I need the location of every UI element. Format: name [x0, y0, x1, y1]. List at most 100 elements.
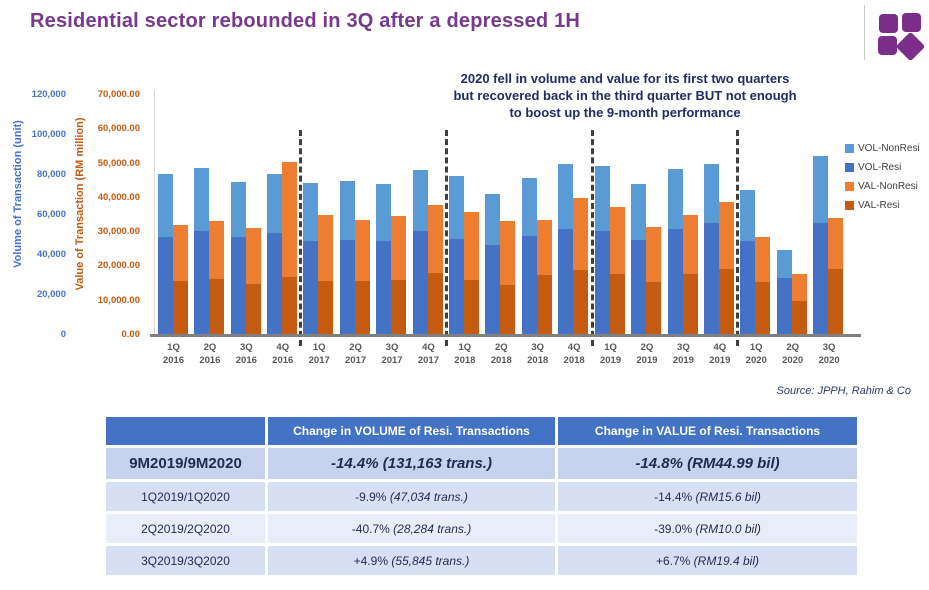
bar-segment-vol-nonresi: [485, 194, 501, 246]
bar-segment-val-resi: [755, 281, 771, 335]
value-change-cell: -39.0% (RM10.0 bil): [558, 514, 857, 543]
x-axis-label: 3Q 2019: [672, 342, 694, 366]
plot-left-border: [154, 90, 155, 335]
change-percent: -14.8%: [635, 455, 683, 472]
legend-item: VOL-Resi: [845, 158, 920, 177]
logo-divider: [864, 5, 865, 60]
source-note: Source: JPPH, Rahim & Co: [776, 385, 912, 397]
bar-segment-vol-resi: [339, 240, 355, 335]
bar-segment-val-nonresi: [354, 219, 370, 281]
change-detail: (RM44.99 bil): [682, 455, 780, 472]
bar-segment-val-nonresi: [318, 215, 334, 281]
bar-segment-val-resi: [354, 280, 370, 335]
bar-segment-vol-resi: [631, 240, 647, 335]
bar-segment-vol-resi: [667, 228, 683, 335]
bar-segment-vol-resi: [157, 237, 173, 335]
bar-segment-val-nonresi: [281, 161, 297, 278]
bar-segment-vol-nonresi: [266, 174, 282, 234]
chart-legend: VOL-NonResi VOL-Resi VAL-NonResi VAL-Resi: [845, 139, 920, 215]
bar-segment-vol-resi: [521, 236, 537, 335]
logo-square-icon: [902, 13, 921, 32]
x-axis-label: 3Q 2018: [527, 342, 549, 366]
row-label: 9M2019/9M2020: [106, 448, 265, 479]
bar-segment-vol-resi: [266, 233, 282, 335]
bar-segment-vol-nonresi: [376, 183, 392, 241]
bar-segment-vol-resi: [558, 229, 574, 335]
annotation-line: 2020 fell in volume and value for its fi…: [460, 71, 790, 86]
bar-segment-vol-nonresi: [594, 166, 610, 232]
bar-segment-vol-nonresi: [449, 176, 465, 239]
bar-segment-vol-resi: [376, 241, 392, 335]
chart-annotation: 2020 fell in volume and value for its fi…: [400, 70, 850, 121]
bar-segment-val-nonresi: [755, 236, 771, 282]
bar-segment-val-resi: [464, 280, 480, 335]
x-axis-label: 3Q 2020: [818, 342, 840, 366]
bar-segment-vol-resi: [230, 237, 246, 335]
value-tick-label: 30,000.00: [97, 226, 140, 238]
change-percent: -14.4%: [654, 489, 693, 504]
bar-segment-vol-nonresi: [412, 170, 428, 232]
x-axis-label: 2Q 2020: [782, 342, 804, 366]
annotation-line: to boost up the 9-month performance: [509, 105, 741, 120]
bar-segment-val-nonresi: [646, 227, 662, 282]
x-axis-label: 1Q 2020: [745, 342, 767, 366]
bar-segment-vol-resi: [303, 241, 319, 335]
bar-segment-vol-nonresi: [157, 174, 173, 238]
bar-segment-val-nonresi: [536, 220, 552, 276]
bar-segment-val-resi: [172, 281, 188, 335]
x-axis-label: 1Q 2018: [454, 342, 476, 366]
bar-segment-vol-resi: [594, 231, 610, 335]
volume-tick-label: 20,000: [36, 289, 66, 300]
bar-segment-val-resi: [791, 300, 807, 335]
volume-tick-label: 0: [60, 329, 66, 340]
bar-segment-vol-nonresi: [558, 164, 574, 230]
value-tick-label: 70,000.00: [97, 89, 140, 100]
bar-segment-val-resi: [318, 280, 334, 335]
page-title: Residential sector rebounded in 3Q after…: [30, 10, 581, 32]
x-axis-label: 2Q 2016: [199, 342, 221, 366]
bar-segment-val-resi: [281, 277, 297, 335]
legend-swatch-icon: [845, 144, 854, 153]
x-axis-label: 4Q 2016: [272, 342, 294, 366]
rahim-co-logo: [862, 5, 929, 63]
legend-swatch-icon: [845, 182, 854, 191]
bar-segment-val-resi: [682, 274, 698, 335]
table-row: 9M2019/9M2020 -14.4% (131,163 trans.) -14.…: [106, 448, 857, 479]
bar-segment-val-nonresi: [391, 216, 407, 281]
row-label: 2Q2019/2Q2020: [106, 514, 265, 543]
bar-segment-vol-resi: [412, 231, 428, 335]
table-row: 2Q2019/2Q2020 -40.7% (28,284 trans.) -39.0…: [106, 514, 857, 543]
bar-segment-val-resi: [427, 272, 443, 335]
x-axis-label: 1Q 2016: [162, 342, 185, 366]
bar-segment-vol-resi: [449, 238, 465, 335]
bar-segment-vol-nonresi: [521, 178, 537, 237]
bar-segment-vol-nonresi: [667, 169, 683, 229]
bar-segment-val-resi: [646, 281, 662, 335]
change-detail: (47,034 trans.): [386, 489, 468, 504]
bar-segment-val-resi: [573, 269, 589, 335]
change-percent: -14.4%: [331, 455, 379, 472]
bar-segment-val-resi: [500, 284, 516, 335]
bar-segment-vol-nonresi: [704, 164, 720, 224]
bar-segment-val-nonresi: [609, 206, 625, 275]
bar-segment-vol-resi: [813, 223, 829, 335]
bar-segment-val-nonresi: [427, 205, 443, 273]
change-percent: +6.7%: [655, 553, 691, 568]
value-tick-label: 60,000.00: [97, 123, 140, 135]
value-tick-label: 20,000.00: [97, 260, 140, 272]
volume-change-cell: -14.4% (131,163 trans.): [268, 448, 555, 479]
row-label: 3Q2019/3Q2020: [106, 546, 265, 575]
x-axis-label: 2Q 2018: [490, 342, 512, 366]
bar-segment-val-nonresi: [791, 273, 807, 301]
volume-change-cell: +4.9% (55,845 trans.): [268, 546, 555, 575]
legend-item: VOL-NonResi: [845, 139, 920, 158]
table-row: 3Q2019/3Q2020 +4.9% (55,845 trans.) +6.7% …: [106, 546, 857, 575]
volume-tick-label: 60,000: [36, 209, 66, 220]
bar-segment-vol-nonresi: [194, 167, 210, 231]
bar-segment-vol-resi: [740, 240, 756, 335]
bar-segment-val-resi: [245, 283, 261, 335]
bar-segment-vol-nonresi: [230, 182, 246, 238]
annotation-line: but recovered back in the third quarter …: [453, 88, 797, 103]
bar-segment-vol-resi: [194, 230, 210, 335]
value-change-cell: -14.8% (RM44.99 bil): [558, 448, 857, 479]
